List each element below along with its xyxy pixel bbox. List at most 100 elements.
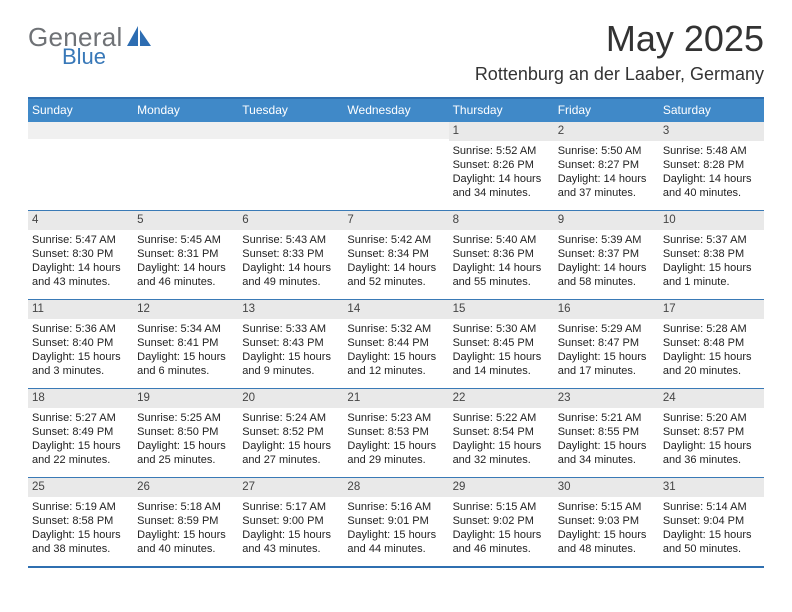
day-cell: 12 Sunrise: 5:34 AMSunset: 8:41 PMDayligh…: [133, 300, 238, 388]
daylight-text: Daylight: 15 hours and 50 minutes.: [663, 528, 760, 556]
daylight-text: Daylight: 15 hours and 34 minutes.: [558, 439, 655, 467]
sunset-text: Sunset: 8:41 PM: [137, 336, 234, 350]
day-cell: 9Sunrise: 5:39 AMSunset: 8:37 PMDaylight…: [554, 211, 659, 299]
day-content: Sunrise: 5:24 AMSunset: 8:52 PMDaylight:…: [238, 408, 343, 471]
daylight-text: Daylight: 14 hours and 55 minutes.: [453, 261, 550, 289]
sunrise-text: Sunrise: 5:48 AM: [663, 144, 760, 158]
daylight-text: Daylight: 15 hours and 17 minutes.: [558, 350, 655, 378]
day-number-bar: 7: [343, 211, 448, 230]
weekday-header-row: SundayMondayTuesdayWednesdayThursdayFrid…: [28, 99, 764, 122]
sunset-text: Sunset: 8:37 PM: [558, 247, 655, 261]
sunrise-text: Sunrise: 5:27 AM: [32, 411, 129, 425]
sunset-text: Sunset: 8:58 PM: [32, 514, 129, 528]
day-cell: 22Sunrise: 5:22 AMSunset: 8:54 PMDayligh…: [449, 389, 554, 477]
weekday-header: Sunday: [28, 99, 133, 122]
sunrise-text: Sunrise: 5:15 AM: [558, 500, 655, 514]
sunset-text: Sunset: 9:00 PM: [242, 514, 339, 528]
sunrise-text: Sunrise: 5:17 AM: [242, 500, 339, 514]
day-cell: 20Sunrise: 5:24 AMSunset: 8:52 PMDayligh…: [238, 389, 343, 477]
day-content: Sunrise: 5:17 AMSunset: 9:00 PMDaylight:…: [238, 497, 343, 560]
daylight-text: Daylight: 15 hours and 40 minutes.: [137, 528, 234, 556]
day-cell: 19Sunrise: 5:25 AMSunset: 8:50 PMDayligh…: [133, 389, 238, 477]
day-content: Sunrise: 5:29 AMSunset: 8:47 PMDaylight:…: [554, 319, 659, 382]
daylight-text: Daylight: 15 hours and 32 minutes.: [453, 439, 550, 467]
day-cell: [238, 122, 343, 210]
day-number-bar: 4: [28, 211, 133, 230]
day-content: Sunrise: 5:16 AMSunset: 9:01 PMDaylight:…: [343, 497, 448, 560]
daylight-text: Daylight: 14 hours and 46 minutes.: [137, 261, 234, 289]
week-row: 4Sunrise: 5:47 AMSunset: 8:30 PMDaylight…: [28, 210, 764, 299]
day-number-bar: 13: [238, 300, 343, 319]
sunrise-text: Sunrise: 5:34 AM: [137, 322, 234, 336]
daylight-text: Daylight: 15 hours and 6 minutes.: [137, 350, 234, 378]
daylight-text: Daylight: 15 hours and 20 minutes.: [663, 350, 760, 378]
sunset-text: Sunset: 8:52 PM: [242, 425, 339, 439]
sunrise-text: Sunrise: 5:29 AM: [558, 322, 655, 336]
sunrise-text: Sunrise: 5:19 AM: [32, 500, 129, 514]
day-number-bar: 18: [28, 389, 133, 408]
week-row: 1Sunrise: 5:52 AMSunset: 8:26 PMDaylight…: [28, 122, 764, 210]
title-block: May 2025 Rottenburg an der Laaber, Germa…: [475, 18, 764, 85]
day-cell: 25Sunrise: 5:19 AMSunset: 8:58 PMDayligh…: [28, 478, 133, 566]
sunset-text: Sunset: 8:49 PM: [32, 425, 129, 439]
daylight-text: Daylight: 15 hours and 43 minutes.: [242, 528, 339, 556]
daylight-text: Daylight: 14 hours and 49 minutes.: [242, 261, 339, 289]
daylight-text: Daylight: 15 hours and 27 minutes.: [242, 439, 339, 467]
day-cell: 6Sunrise: 5:43 AMSunset: 8:33 PMDaylight…: [238, 211, 343, 299]
sunrise-text: Sunrise: 5:50 AM: [558, 144, 655, 158]
day-content: Sunrise: 5:25 AMSunset: 8:50 PMDaylight:…: [133, 408, 238, 471]
day-number-bar: [28, 122, 133, 139]
sunrise-text: Sunrise: 5:33 AM: [242, 322, 339, 336]
sunset-text: Sunset: 8:34 PM: [347, 247, 444, 261]
day-cell: 18Sunrise: 5:27 AMSunset: 8:49 PMDayligh…: [28, 389, 133, 477]
day-number-bar: [133, 122, 238, 139]
sunrise-text: Sunrise: 5:40 AM: [453, 233, 550, 247]
sunset-text: Sunset: 8:54 PM: [453, 425, 550, 439]
daylight-text: Daylight: 15 hours and 12 minutes.: [347, 350, 444, 378]
day-cell: [133, 122, 238, 210]
sunset-text: Sunset: 8:31 PM: [137, 247, 234, 261]
day-cell: 5Sunrise: 5:45 AMSunset: 8:31 PMDaylight…: [133, 211, 238, 299]
day-number-bar: 19: [133, 389, 238, 408]
sunset-text: Sunset: 8:27 PM: [558, 158, 655, 172]
sunset-text: Sunset: 8:40 PM: [32, 336, 129, 350]
week-row: 18 Sunrise: 5:27 AMSunset: 8:49 PM Dayligh…: [28, 388, 764, 477]
sunrise-text: Sunrise: 5:24 AM: [242, 411, 339, 425]
day-number-bar: 21: [343, 389, 448, 408]
day-cell: 31Sunrise: 5:14 AMSunset: 9:04 PMDayligh…: [659, 478, 764, 566]
day-content: Sunrise: 5:37 AMSunset: 8:38 PMDaylight:…: [659, 230, 764, 293]
day-number-bar: 2: [554, 122, 659, 141]
weekday-header: Tuesday: [238, 99, 343, 122]
day-content: Sunrise: 5:39 AMSunset: 8:37 PMDaylight:…: [554, 230, 659, 293]
day-number-bar: 12: [133, 300, 238, 319]
day-number-bar: 16: [554, 300, 659, 319]
daylight-text: Daylight: 14 hours and 34 minutes.: [453, 172, 550, 200]
day-content: Sunrise: 5:15 AMSunset: 9:03 PMDaylight:…: [554, 497, 659, 560]
sunrise-text: Sunrise: 5:32 AM: [347, 322, 444, 336]
sunrise-text: Sunrise: 5:36 AM: [32, 322, 129, 336]
daylight-text: Daylight: 15 hours and 14 minutes.: [453, 350, 550, 378]
daylight-text: Daylight: 14 hours and 37 minutes.: [558, 172, 655, 200]
sunset-text: Sunset: 8:38 PM: [663, 247, 760, 261]
weekday-header: Monday: [133, 99, 238, 122]
sunset-text: Sunset: 8:50 PM: [137, 425, 234, 439]
day-cell: [343, 122, 448, 210]
day-content: Sunrise: 5:43 AMSunset: 8:33 PMDaylight:…: [238, 230, 343, 293]
day-number-bar: 8: [449, 211, 554, 230]
weekday-header: Wednesday: [343, 99, 448, 122]
daylight-text: Daylight: 15 hours and 38 minutes.: [32, 528, 129, 556]
daylight-text: Daylight: 14 hours and 52 minutes.: [347, 261, 444, 289]
daylight-text: Daylight: 15 hours and 9 minutes.: [242, 350, 339, 378]
daylight-text: Daylight: 15 hours and 48 minutes.: [558, 528, 655, 556]
day-cell: 28Sunrise: 5:16 AMSunset: 9:01 PMDayligh…: [343, 478, 448, 566]
sunrise-text: Sunrise: 5:37 AM: [663, 233, 760, 247]
sunset-text: Sunset: 8:55 PM: [558, 425, 655, 439]
sunset-text: Sunset: 8:57 PM: [663, 425, 760, 439]
day-cell: 11Sunrise: 5:36 AMSunset: 8:40 PMDayligh…: [28, 300, 133, 388]
day-cell: 2 Sunrise: 5:50 AMSunset: 8:27 PMDaylight…: [554, 122, 659, 210]
day-number-bar: 11: [28, 300, 133, 319]
day-content: Sunrise: 5:30 AMSunset: 8:45 PMDaylight:…: [449, 319, 554, 382]
day-number-bar: 30: [554, 478, 659, 497]
logo: General Blue: [28, 24, 151, 68]
day-cell: 1Sunrise: 5:52 AMSunset: 8:26 PMDaylight…: [449, 122, 554, 210]
